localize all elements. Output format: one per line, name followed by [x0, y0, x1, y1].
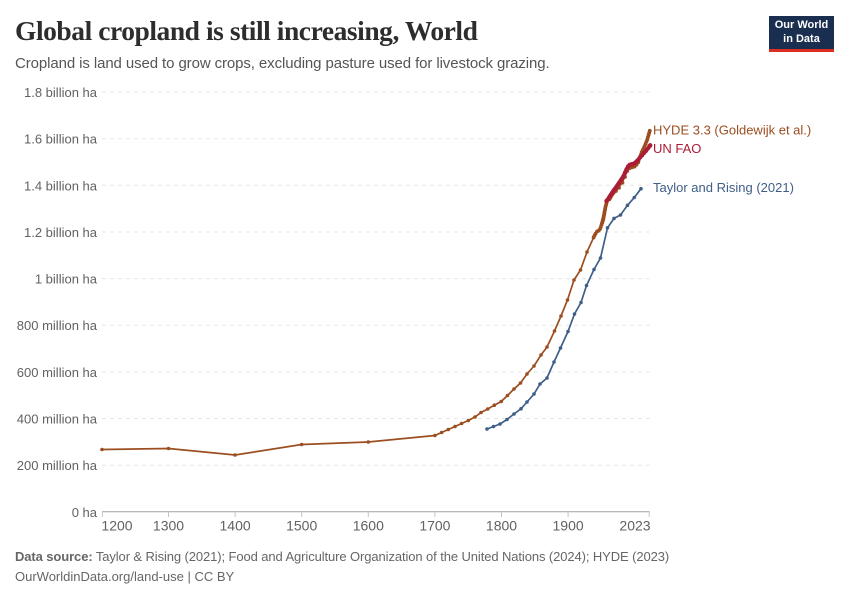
svg-text:200 million ha: 200 million ha — [17, 458, 98, 473]
svg-text:1.6 billion ha: 1.6 billion ha — [24, 132, 98, 147]
svg-text:HYDE 3.3 (Goldewijk et al.): HYDE 3.3 (Goldewijk et al.) — [653, 123, 811, 138]
svg-text:1400: 1400 — [220, 518, 251, 534]
svg-text:1700: 1700 — [419, 518, 450, 534]
svg-text:1300: 1300 — [153, 518, 184, 534]
svg-text:1800: 1800 — [486, 518, 517, 534]
svg-text:1200: 1200 — [101, 518, 132, 534]
svg-text:1900: 1900 — [553, 518, 584, 534]
svg-text:1 billion ha: 1 billion ha — [35, 272, 98, 287]
svg-text:1.8 billion ha: 1.8 billion ha — [24, 85, 98, 100]
svg-text:0 ha: 0 ha — [72, 505, 98, 520]
svg-text:1.2 billion ha: 1.2 billion ha — [24, 225, 98, 240]
svg-text:1.4 billion ha: 1.4 billion ha — [24, 178, 98, 193]
svg-text:1600: 1600 — [353, 518, 384, 534]
svg-text:400 million ha: 400 million ha — [17, 412, 98, 427]
svg-text:1500: 1500 — [286, 518, 317, 534]
svg-text:800 million ha: 800 million ha — [17, 318, 98, 333]
svg-text:600 million ha: 600 million ha — [17, 365, 98, 380]
svg-text:UN FAO: UN FAO — [653, 141, 701, 156]
svg-text:Taylor and Rising (2021): Taylor and Rising (2021) — [653, 180, 794, 195]
svg-text:2023: 2023 — [619, 518, 650, 534]
